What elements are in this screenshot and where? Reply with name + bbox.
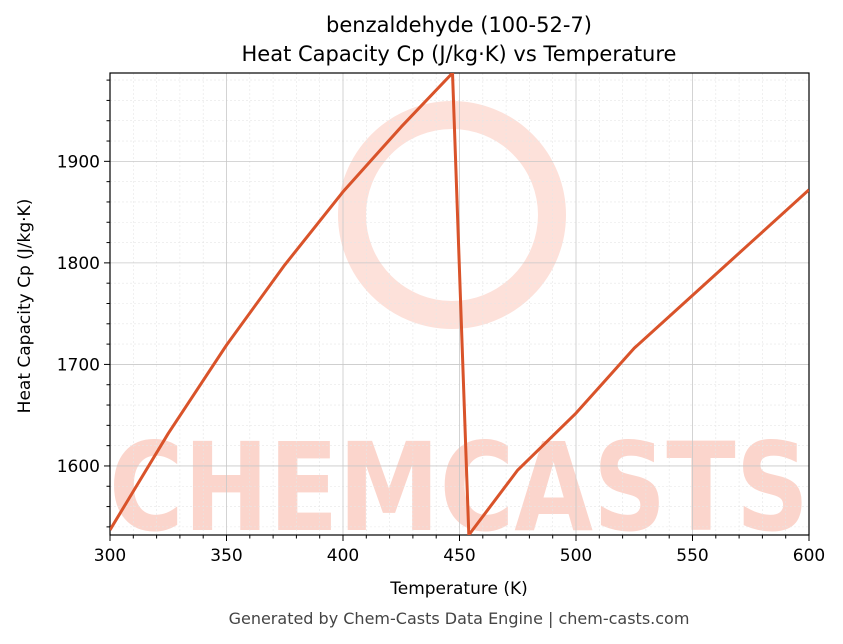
series-line <box>110 73 809 535</box>
y-tick-label: 1600 <box>57 457 100 477</box>
x-tick-label: 350 <box>210 546 242 566</box>
y-axis: 1600 1700 1800 1900 <box>57 79 110 528</box>
y-axis-label: Heat Capacity Cp (J/kg·K) <box>15 199 35 414</box>
x-tick-label: 600 <box>793 546 825 566</box>
series-group <box>110 73 809 535</box>
y-tick-label: 1900 <box>57 152 100 172</box>
x-tick-label: 550 <box>676 546 708 566</box>
footer-text: Generated by Chem-Casts Data Engine | ch… <box>229 609 690 628</box>
y-tick-label: 1700 <box>57 355 100 375</box>
x-tick-label: 500 <box>560 546 592 566</box>
x-tick-label: 300 <box>94 546 126 566</box>
chart-title: benzaldehyde (100-52-7) <box>326 13 592 37</box>
y-tick-label: 1800 <box>57 254 100 274</box>
x-axis: 300 350 400 450 500 550 600 <box>94 535 825 566</box>
chart-subtitle: Heat Capacity Cp (J/kg·K) vs Temperature <box>242 42 677 66</box>
x-tick-label: 450 <box>443 546 475 566</box>
grid <box>109 73 810 535</box>
x-axis-label: Temperature (K) <box>389 579 528 599</box>
x-tick-label: 400 <box>327 546 359 566</box>
